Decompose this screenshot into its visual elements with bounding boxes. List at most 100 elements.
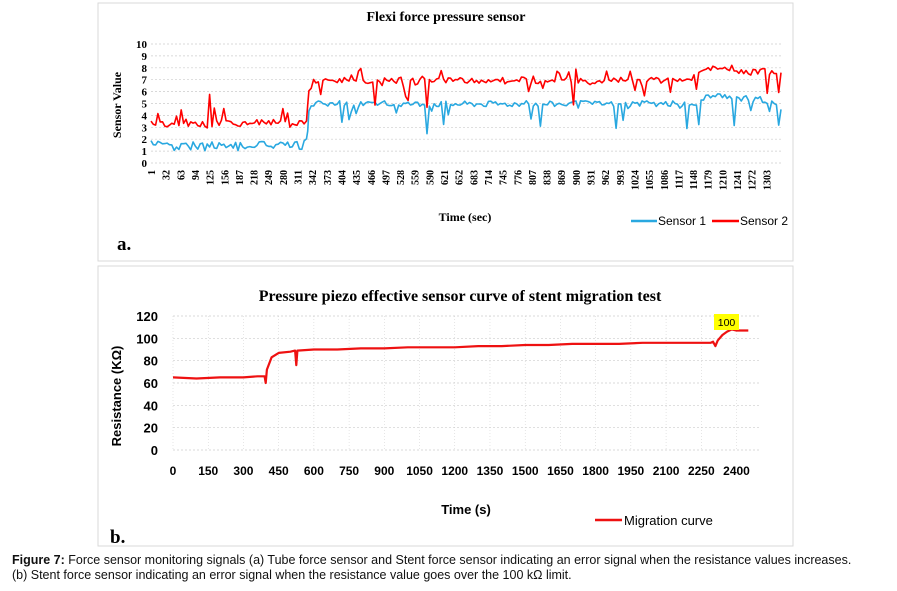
chart-a-x-tick-label: 1117 [674,170,685,189]
chart-a-x-tick-label: 94 [191,170,202,180]
chart-b-x-tick-label: 1500 [512,464,539,478]
caption-line-1: Force sensor monitoring signals (a) Tube… [64,553,852,567]
chart-b-y-tick-label: 0 [151,443,158,458]
chart-b-y-tick-label: 120 [136,309,158,324]
chart-a-x-tick-label: 559 [411,170,422,185]
chart-a-x-tick-label: 311 [294,170,305,184]
chart-a-x-tick-label: 776 [513,170,524,185]
annotation-text: 100 [718,317,736,329]
chart-a-y-tick-label: 7 [142,75,148,87]
chart-a-x-tick-label: 187 [235,170,246,185]
chart-b-title: Pressure piezo effective sensor curve of… [259,288,662,305]
chart-a-frame [97,2,794,262]
chart-a: Flexi force pressure sensor 012345678910… [97,2,794,262]
chart-a-x-tick-label: 1272 [748,170,759,190]
chart-b-x-tick-label: 150 [198,464,218,478]
legend-sensor-1-label: Sensor 1 [658,214,706,228]
chart-a-y-axis-label: Sensor Value [110,71,124,138]
chart-a-x-tick-label: 435 [352,170,363,185]
chart-a-x-tick-label: 962 [601,170,612,185]
chart-a-y-tick-label: 2 [142,134,148,146]
chart-b-x-tick-label: 0 [170,464,177,478]
chart-a-x-tick-label: 1148 [689,170,700,189]
chart-b-y-tick-label: 40 [144,398,158,413]
chart-a-x-axis-label: Time (sec) [439,210,492,224]
chart-a-x-tick-label: 528 [396,170,407,185]
chart-a-x-tick-label: 993 [616,170,627,185]
panel-b-label: b. [110,527,125,548]
chart-b-x-tick-label: 2100 [653,464,680,478]
chart-a-x-tick-label: 838 [543,170,554,185]
chart-a-x-tick-label: 869 [557,170,568,185]
chart-b-x-tick-label: 1800 [582,464,609,478]
chart-a-x-tick-label: 404 [337,170,348,185]
legend-sensor-2-label: Sensor 2 [740,214,788,228]
series-sensor-2-line [150,64,782,129]
chart-a-y-tick-label: 9 [142,51,148,63]
chart-a-x-tick-label: 683 [469,170,480,185]
chart-b: Pressure piezo effective sensor curve of… [97,265,794,547]
chart-b-legend: Migration curve [595,513,713,528]
series-migration-curve-line [172,328,749,385]
chart-b-y-tick-label: 60 [144,376,158,391]
chart-a-x-tick-label: 373 [323,170,334,185]
annotation-background [714,314,739,330]
caption-line-2: (b) Stent force sensor indicating an err… [12,568,572,582]
series-sensor-1-line [150,93,782,152]
chart-a-x-tick-label: 714 [484,170,495,185]
chart-b-x-axis-label: Time (s) [441,502,491,517]
chart-a-x-tick-label: 1024 [630,170,641,190]
chart-a-x-tick-label: 1179 [704,170,715,189]
chart-a-y-tick-label: 3 [142,122,148,134]
chart-a-x-tick-label: 900 [572,170,583,185]
chart-b-x-tick-label: 1650 [547,464,574,478]
chart-b-x-tick-label: 450 [269,464,289,478]
chart-b-x-tick-label: 2400 [723,464,750,478]
chart-a-y-tick-label: 1 [142,146,148,158]
chart-a-x-tick-label: 931 [587,170,598,185]
caption-figure-label: Figure 7: [12,553,65,567]
chart-a-grid [151,43,781,164]
chart-b-y-tick-label: 80 [144,354,158,369]
chart-a-x-tick-label: 1241 [733,170,744,190]
chart-a-y-tick-label: 0 [142,158,148,170]
chart-b-x-tick-label: 1350 [477,464,504,478]
chart-a-x-tick-label: 1210 [718,170,729,190]
chart-b-x-tick-label: 1050 [406,464,433,478]
chart-b-y-tick-labels: 0 20 40 60 80 100 120 [136,309,158,458]
chart-a-x-tick-label: 1086 [660,170,671,190]
chart-b-x-tick-label: 1950 [618,464,645,478]
chart-b-x-tick-label: 900 [374,464,394,478]
chart-a-title: Flexi force pressure sensor [366,10,525,25]
panel-a-label: a. [117,234,131,255]
annotation-100: 100 [714,314,739,330]
chart-a-y-tick-label: 4 [142,110,148,122]
chart-a-y-tick-label: 6 [142,87,148,99]
chart-b-x-tick-label: 300 [233,464,253,478]
chart-a-x-tick-label: 1055 [645,170,656,190]
chart-a-x-tick-label: 1303 [762,170,773,190]
chart-a-x-tick-label: 280 [279,170,290,185]
chart-a-x-tick-labels: 1 32 63 94 125 156 187 218 249 280 311 342 373 404 435… [147,170,773,190]
chart-a-y-tick-label: 8 [142,63,148,75]
chart-b-grid [172,315,760,451]
chart-b-x-tick-label: 1200 [441,464,468,478]
chart-a-y-tick-label: 5 [142,99,148,111]
chart-a-x-tick-label: 218 [250,170,261,185]
chart-a-x-tick-label: 590 [425,170,436,185]
chart-b-x-tick-label: 750 [339,464,359,478]
chart-a-x-tick-label: 621 [440,170,451,185]
chart-b-y-tick-label: 20 [144,421,158,436]
figure-caption: Figure 7: Force sensor monitoring signal… [12,553,892,583]
chart-a-x-tick-label: 125 [206,170,217,185]
chart-b-y-tick-label: 100 [136,331,158,346]
chart-a-x-tick-label: 63 [176,170,187,180]
chart-a-x-tick-label: 1 [147,170,158,175]
chart-a-x-tick-label: 249 [264,170,275,185]
chart-a-x-tick-label: 745 [499,170,510,185]
chart-b-y-axis-label: Resistance (KΩ) [109,346,124,447]
chart-a-x-tick-label: 497 [381,170,392,185]
chart-a-x-tick-label: 32 [162,170,173,180]
